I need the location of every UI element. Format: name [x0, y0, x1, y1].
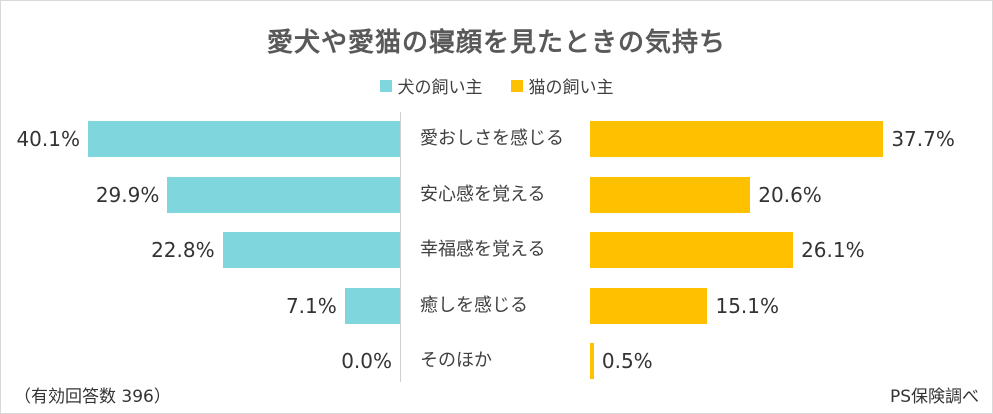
- bar-cat-3: [590, 288, 708, 324]
- bar-cat-4: [590, 343, 594, 379]
- legend-label-dog: 犬の飼い主: [397, 78, 483, 98]
- bar-dog-0: [88, 121, 400, 157]
- legend-item-cat: 猫の飼い主: [510, 73, 614, 98]
- sample-size-note: （有効回答数 396）: [14, 387, 171, 407]
- legend-label-cat: 猫の飼い主: [528, 78, 614, 98]
- legend-item-dog: 犬の飼い主: [379, 73, 483, 98]
- label-cat-2: 26.1%: [801, 238, 865, 262]
- legend-swatch-dog: [379, 79, 392, 92]
- bar-dog-3: [344, 288, 400, 324]
- bar-dog-1: [167, 177, 400, 213]
- label-dog-0: 40.1%: [16, 127, 80, 151]
- category-label-2: 幸福感を覚える: [420, 239, 546, 260]
- label-dog-2: 22.8%: [151, 238, 215, 262]
- label-dog-3: 7.1%: [285, 294, 337, 318]
- bar-dog-2: [222, 232, 400, 268]
- label-cat-0: 37.7%: [891, 127, 955, 151]
- category-label-3: 癒しを感じる: [420, 295, 528, 316]
- bar-cat-0: [590, 121, 884, 157]
- center-axis: [400, 112, 401, 382]
- chart-legend: 犬の飼い主 猫の飼い主: [0, 73, 993, 98]
- legend-swatch-cat: [510, 79, 523, 92]
- label-cat-1: 20.6%: [758, 183, 822, 207]
- category-label-4: そのほか: [420, 350, 492, 371]
- category-label-0: 愛おしさを感じる: [420, 128, 564, 149]
- label-dog-1: 29.9%: [95, 183, 160, 207]
- bar-cat-1: [590, 177, 751, 213]
- source-note: PS保険調べ: [889, 387, 979, 407]
- bar-cat-2: [590, 232, 794, 268]
- chart-title: 愛犬や愛猫の寝顔を見たときの気持ち: [266, 28, 726, 58]
- label-cat-3: 15.1%: [715, 294, 780, 318]
- category-label-1: 安心感を覚える: [420, 184, 546, 205]
- label-cat-4: 0.5%: [601, 349, 653, 373]
- label-dog-4: 0.0%: [341, 349, 392, 373]
